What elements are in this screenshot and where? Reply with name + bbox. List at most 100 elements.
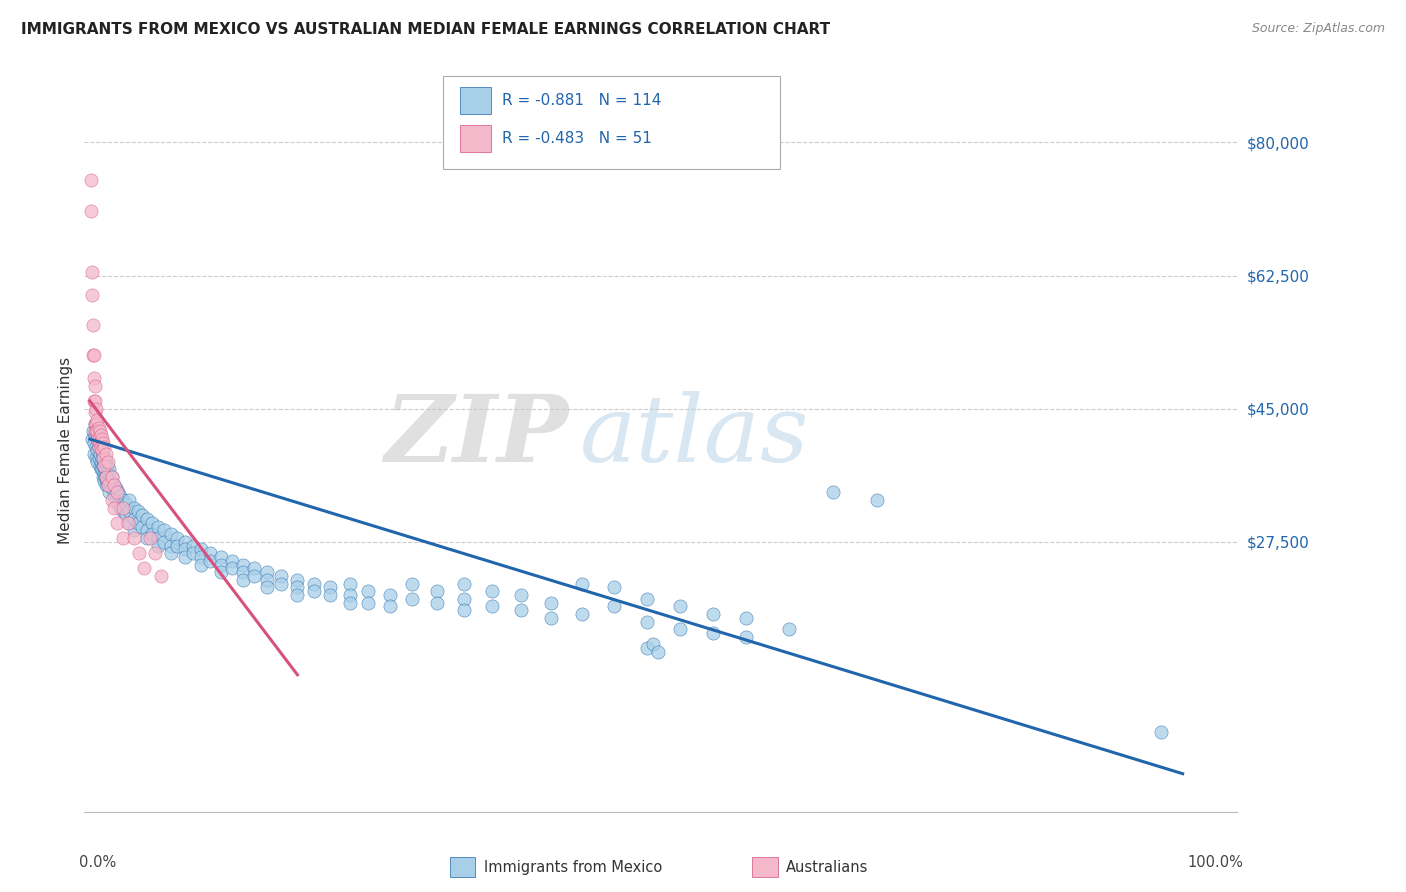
Point: [91, 451, 114, 466]
Text: Australians: Australians: [786, 860, 869, 874]
Point: [641, 637, 664, 651]
Point: [103, 500, 125, 515]
Point: [93, 474, 115, 488]
Point: [97, 477, 120, 491]
Point: [107, 497, 129, 511]
Point: [131, 519, 153, 533]
Point: [339, 576, 361, 591]
Point: [135, 531, 157, 545]
Point: [80, 287, 103, 301]
Point: [93, 455, 115, 469]
Point: [118, 492, 141, 507]
Point: [128, 546, 150, 560]
Point: [103, 477, 125, 491]
Point: [636, 591, 658, 606]
Point: [481, 599, 503, 614]
Point: [84, 379, 107, 393]
Point: [103, 489, 125, 503]
Point: [91, 447, 114, 461]
Point: [135, 524, 157, 538]
Point: [357, 596, 380, 610]
Point: [146, 531, 169, 545]
Point: [84, 417, 107, 431]
Point: [401, 576, 423, 591]
Point: [111, 504, 134, 518]
Point: [105, 485, 128, 500]
Point: [93, 458, 115, 473]
Point: [86, 443, 108, 458]
Point: [111, 531, 134, 545]
Point: [127, 516, 149, 530]
Point: [221, 561, 243, 575]
Point: [97, 477, 120, 491]
Point: [100, 470, 122, 484]
Point: [571, 576, 593, 591]
Point: [86, 417, 108, 431]
Text: IMMIGRANTS FROM MEXICO VS AUSTRALIAN MEDIAN FEMALE EARNINGS CORRELATION CHART: IMMIGRANTS FROM MEXICO VS AUSTRALIAN MED…: [21, 22, 830, 37]
Y-axis label: Median Female Earnings: Median Female Earnings: [58, 357, 73, 544]
Point: [603, 580, 626, 594]
Point: [401, 591, 423, 606]
Point: [98, 474, 121, 488]
Point: [287, 588, 309, 602]
Point: [702, 607, 724, 621]
Point: [87, 440, 110, 454]
Point: [89, 435, 111, 450]
Point: [702, 626, 724, 640]
Point: [90, 455, 112, 469]
Point: [103, 477, 125, 491]
Point: [287, 580, 309, 594]
Point: [83, 394, 105, 409]
Point: [80, 265, 103, 279]
Point: [232, 558, 254, 572]
Point: [91, 435, 114, 450]
Point: [100, 492, 122, 507]
Point: [166, 531, 188, 545]
Point: [96, 477, 118, 491]
Point: [866, 492, 889, 507]
Point: [319, 588, 342, 602]
Point: [669, 599, 692, 614]
Point: [86, 455, 108, 469]
Point: [357, 584, 380, 599]
Point: [96, 455, 118, 469]
Point: [84, 417, 107, 431]
Point: [82, 425, 104, 439]
Text: ZIP: ZIP: [384, 391, 568, 481]
Point: [603, 599, 626, 614]
Text: R = -0.483   N = 51: R = -0.483 N = 51: [502, 131, 652, 145]
Point: [135, 512, 157, 526]
Point: [146, 539, 169, 553]
Point: [87, 440, 110, 454]
Point: [96, 474, 118, 488]
Point: [90, 440, 112, 454]
Point: [90, 440, 112, 454]
Point: [190, 558, 212, 572]
Text: atlas: atlas: [581, 391, 810, 481]
Point: [80, 203, 103, 218]
Point: [821, 485, 844, 500]
Point: [734, 630, 756, 644]
Point: [339, 596, 361, 610]
Point: [87, 425, 110, 439]
Point: [110, 489, 132, 503]
Point: [82, 318, 104, 332]
Point: [122, 531, 145, 545]
Point: [122, 512, 145, 526]
Point: [90, 432, 112, 446]
Point: [540, 596, 562, 610]
Point: [134, 561, 156, 575]
Point: [90, 462, 112, 476]
Point: [159, 527, 181, 541]
Point: [232, 573, 254, 587]
Point: [174, 534, 197, 549]
Point: [87, 451, 110, 466]
Point: [256, 573, 278, 587]
Point: [83, 435, 105, 450]
Point: [98, 462, 121, 476]
Point: [209, 549, 232, 564]
Point: [91, 458, 114, 473]
Point: [232, 565, 254, 579]
Point: [93, 440, 115, 454]
Point: [96, 447, 118, 461]
